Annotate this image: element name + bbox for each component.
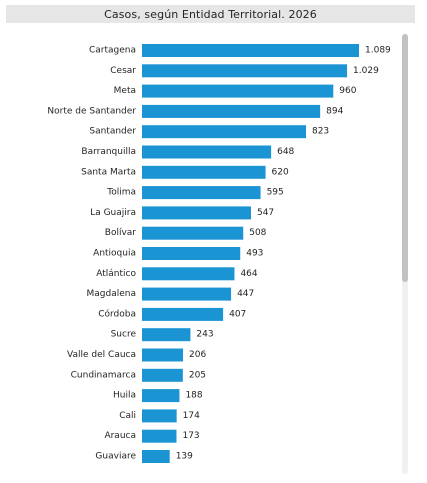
bar[interactable]	[142, 44, 359, 57]
category-label: Tolima	[106, 188, 136, 198]
bar[interactable]	[142, 84, 334, 98]
data-label: 139	[176, 452, 193, 462]
bar[interactable]	[142, 247, 241, 260]
data-label: 174	[183, 411, 200, 421]
data-label: 447	[237, 289, 254, 299]
category-label: Valle del Cauca	[67, 350, 136, 360]
category-label: Sucre	[111, 330, 137, 340]
bar[interactable]	[142, 328, 191, 342]
bar[interactable]	[142, 104, 321, 118]
bar[interactable]	[142, 206, 251, 220]
chart-title-bar: Casos, según Entidad Territorial. 2026	[6, 5, 415, 23]
category-label: Guaviare	[95, 452, 136, 462]
category-label: Barranquilla	[81, 147, 136, 157]
bar[interactable]	[142, 450, 170, 463]
category-label: Huila	[113, 391, 136, 401]
data-label: 823	[312, 127, 329, 137]
data-label: 894	[326, 106, 343, 116]
data-label: 243	[196, 330, 213, 340]
data-label: 205	[189, 370, 206, 380]
data-label: 188	[185, 391, 202, 401]
category-label: Norte de Santander	[47, 106, 136, 116]
data-label: 648	[277, 147, 294, 157]
bar[interactable]	[142, 307, 224, 321]
data-label: 595	[267, 188, 284, 198]
data-label: 1.089	[365, 46, 391, 56]
category-label: Cesar	[110, 66, 136, 76]
category-label: Magdalena	[87, 289, 136, 299]
data-label: 547	[257, 208, 274, 218]
bar[interactable]	[142, 125, 306, 139]
data-label: 493	[246, 249, 263, 259]
data-label: 206	[189, 350, 206, 360]
data-label: 407	[229, 309, 246, 319]
data-label: 464	[240, 269, 257, 279]
category-label: Córdoba	[98, 308, 136, 319]
data-label: 508	[249, 228, 266, 238]
bar[interactable]	[142, 226, 244, 240]
scrollbar-thumb[interactable]	[402, 34, 408, 282]
bar[interactable]	[142, 186, 261, 200]
data-label: 620	[272, 167, 289, 177]
category-label: Santa Marta	[81, 167, 136, 177]
category-label: La Guajira	[90, 208, 136, 218]
category-label: Meta	[114, 86, 136, 96]
bar[interactable]	[142, 368, 183, 382]
data-label: 1.029	[353, 66, 379, 76]
category-label: Santander	[89, 127, 136, 137]
bar[interactable]	[142, 145, 272, 159]
category-label: Arauca	[104, 431, 136, 441]
category-label: Atlántico	[96, 269, 136, 279]
bar[interactable]	[142, 287, 232, 301]
bar[interactable]	[142, 267, 235, 281]
category-label: Cartagena	[89, 46, 136, 56]
chart-title: Casos, según Entidad Territorial. 2026	[104, 7, 317, 21]
data-label: 960	[339, 86, 356, 96]
category-label: Cali	[119, 411, 136, 421]
bar[interactable]	[142, 389, 180, 403]
category-label: Bolívar	[105, 228, 137, 238]
bar[interactable]	[142, 429, 177, 443]
bar[interactable]	[142, 409, 177, 423]
bar[interactable]	[142, 165, 266, 179]
bar[interactable]	[142, 348, 184, 362]
bar[interactable]	[142, 64, 348, 78]
category-label: Cundinamarca	[71, 370, 136, 380]
data-label: 173	[182, 431, 199, 441]
category-label: Antioquia	[93, 249, 136, 259]
